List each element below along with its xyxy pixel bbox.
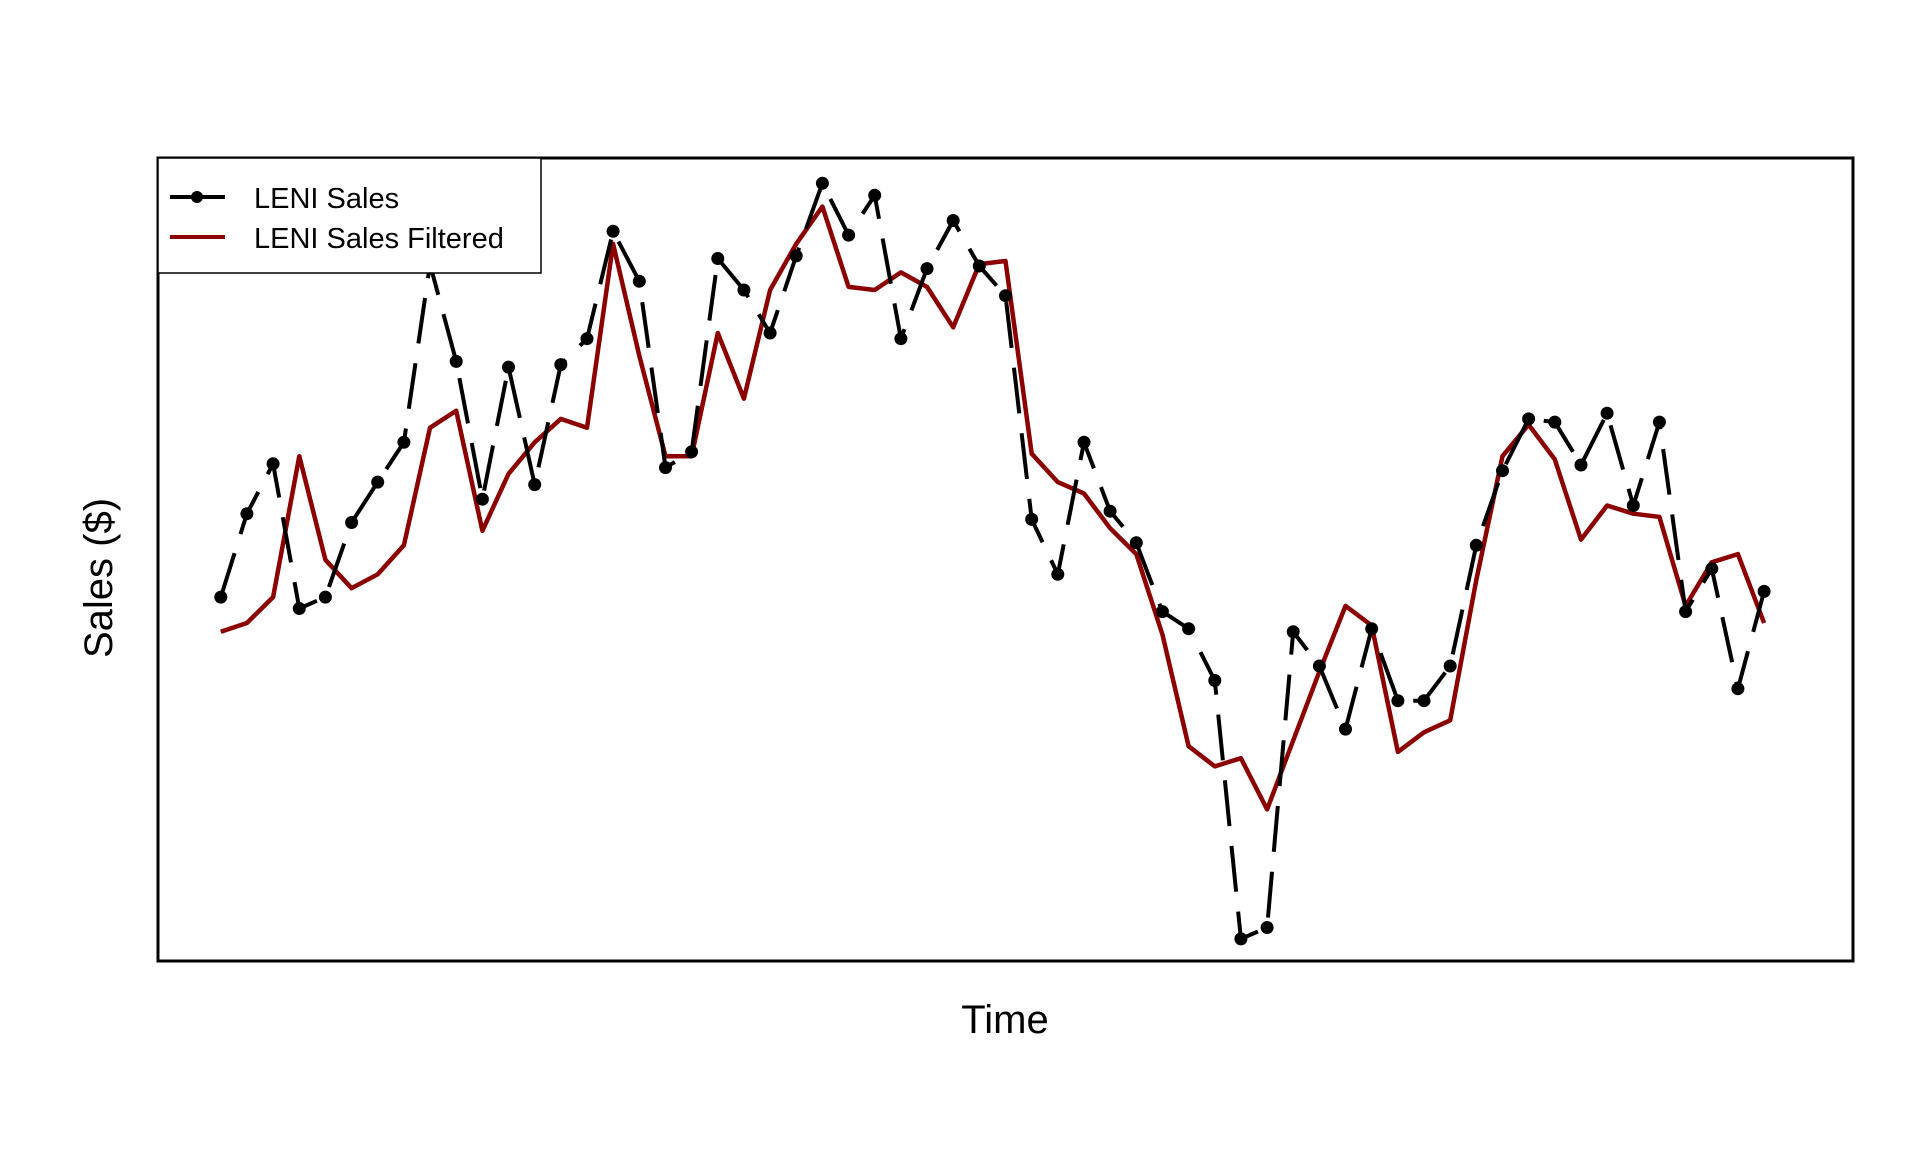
data-point-leni-sales: [449, 354, 463, 368]
data-point-leni-sales: [318, 590, 332, 604]
series-line-leni-sales: [218, 181, 1767, 941]
data-point-leni-sales: [1417, 694, 1431, 708]
data-point-leni-sales: [1731, 682, 1745, 696]
data-point-leni-sales: [1129, 536, 1143, 550]
data-point-leni-sales: [632, 274, 646, 288]
data-point-leni-sales: [763, 326, 777, 340]
data-point-leni-sales: [606, 224, 620, 238]
data-point-leni-sales: [1469, 538, 1483, 552]
data-point-leni-sales: [842, 228, 856, 242]
data-point-leni-sales: [789, 249, 803, 263]
data-point-leni-sales: [1574, 458, 1588, 472]
data-point-leni-sales: [737, 283, 751, 297]
data-point-leni-sales: [920, 262, 934, 276]
data-point-leni-sales: [1522, 412, 1536, 426]
data-point-leni-sales: [1679, 605, 1693, 619]
data-point-leni-sales: [999, 289, 1012, 303]
y-axis-title: Sales ($): [77, 498, 121, 658]
data-point-leni-sales: [1443, 659, 1457, 673]
data-point-leni-sales: [685, 445, 699, 459]
plot-frame: [156, 156, 1855, 963]
legend-box: [157, 157, 542, 274]
data-point-leni-sales: [659, 461, 672, 475]
data-point-leni-sales: [1548, 415, 1562, 429]
data-point-leni-sales: [1626, 499, 1640, 512]
data-point-leni-sales: [1182, 622, 1196, 636]
legend-label-leni-sales: LENI Sales: [254, 183, 399, 215]
data-point-leni-sales: [502, 360, 515, 374]
data-point-leni-sales: [894, 332, 908, 346]
legend-marker-leni-sales: [191, 191, 203, 203]
series-layer: [214, 176, 1771, 946]
data-point-leni-sales: [1077, 435, 1091, 449]
legend-label-leni-sales-filtered: LENI Sales Filtered: [254, 223, 504, 255]
data-point-leni-sales: [815, 176, 829, 190]
data-point-leni-sales: [292, 602, 306, 615]
data-point-leni-sales: [1234, 932, 1248, 946]
data-point-leni-sales: [1339, 722, 1352, 736]
data-point-leni-sales: [946, 214, 960, 227]
data-point-leni-sales: [1600, 406, 1614, 420]
data-point-leni-sales: [1208, 674, 1222, 687]
data-point-leni-sales: [1103, 504, 1117, 518]
data-point-leni-sales: [266, 457, 280, 471]
data-point-leni-sales: [554, 358, 568, 372]
data-point-leni-sales: [240, 507, 254, 521]
data-point-leni-sales: [711, 252, 725, 265]
data-point-leni-sales: [1312, 659, 1326, 673]
x-axis-title: Time: [961, 998, 1048, 1042]
data-point-leni-sales: [528, 478, 542, 492]
data-point-leni-sales: [868, 188, 882, 202]
data-point-leni-sales: [371, 475, 385, 489]
data-point-leni-sales: [1260, 921, 1274, 934]
data-point-leni-sales: [1155, 605, 1169, 619]
legend: LENI Sales LENI Sales Filtered: [157, 157, 542, 274]
data-point-leni-sales: [1705, 562, 1719, 576]
data-point-leni-sales: [1757, 584, 1771, 598]
data-point-leni-sales: [1652, 415, 1666, 429]
data-point-leni-sales: [1025, 512, 1039, 526]
data-point-leni-sales: [214, 590, 228, 604]
series-line-leni-sales-filtered: [220, 204, 1767, 812]
data-point-leni-sales: [1286, 625, 1300, 639]
data-point-leni-sales: [475, 492, 489, 506]
data-point-leni-sales: [345, 516, 359, 529]
data-point-leni-sales: [972, 259, 986, 273]
data-point-leni-sales: [1496, 464, 1509, 478]
data-point-leni-sales: [580, 332, 594, 346]
data-point-leni-sales: [1365, 622, 1379, 636]
data-point-leni-sales: [397, 435, 411, 449]
data-point-leni-sales: [1051, 567, 1065, 581]
data-point-leni-sales: [1391, 694, 1405, 708]
